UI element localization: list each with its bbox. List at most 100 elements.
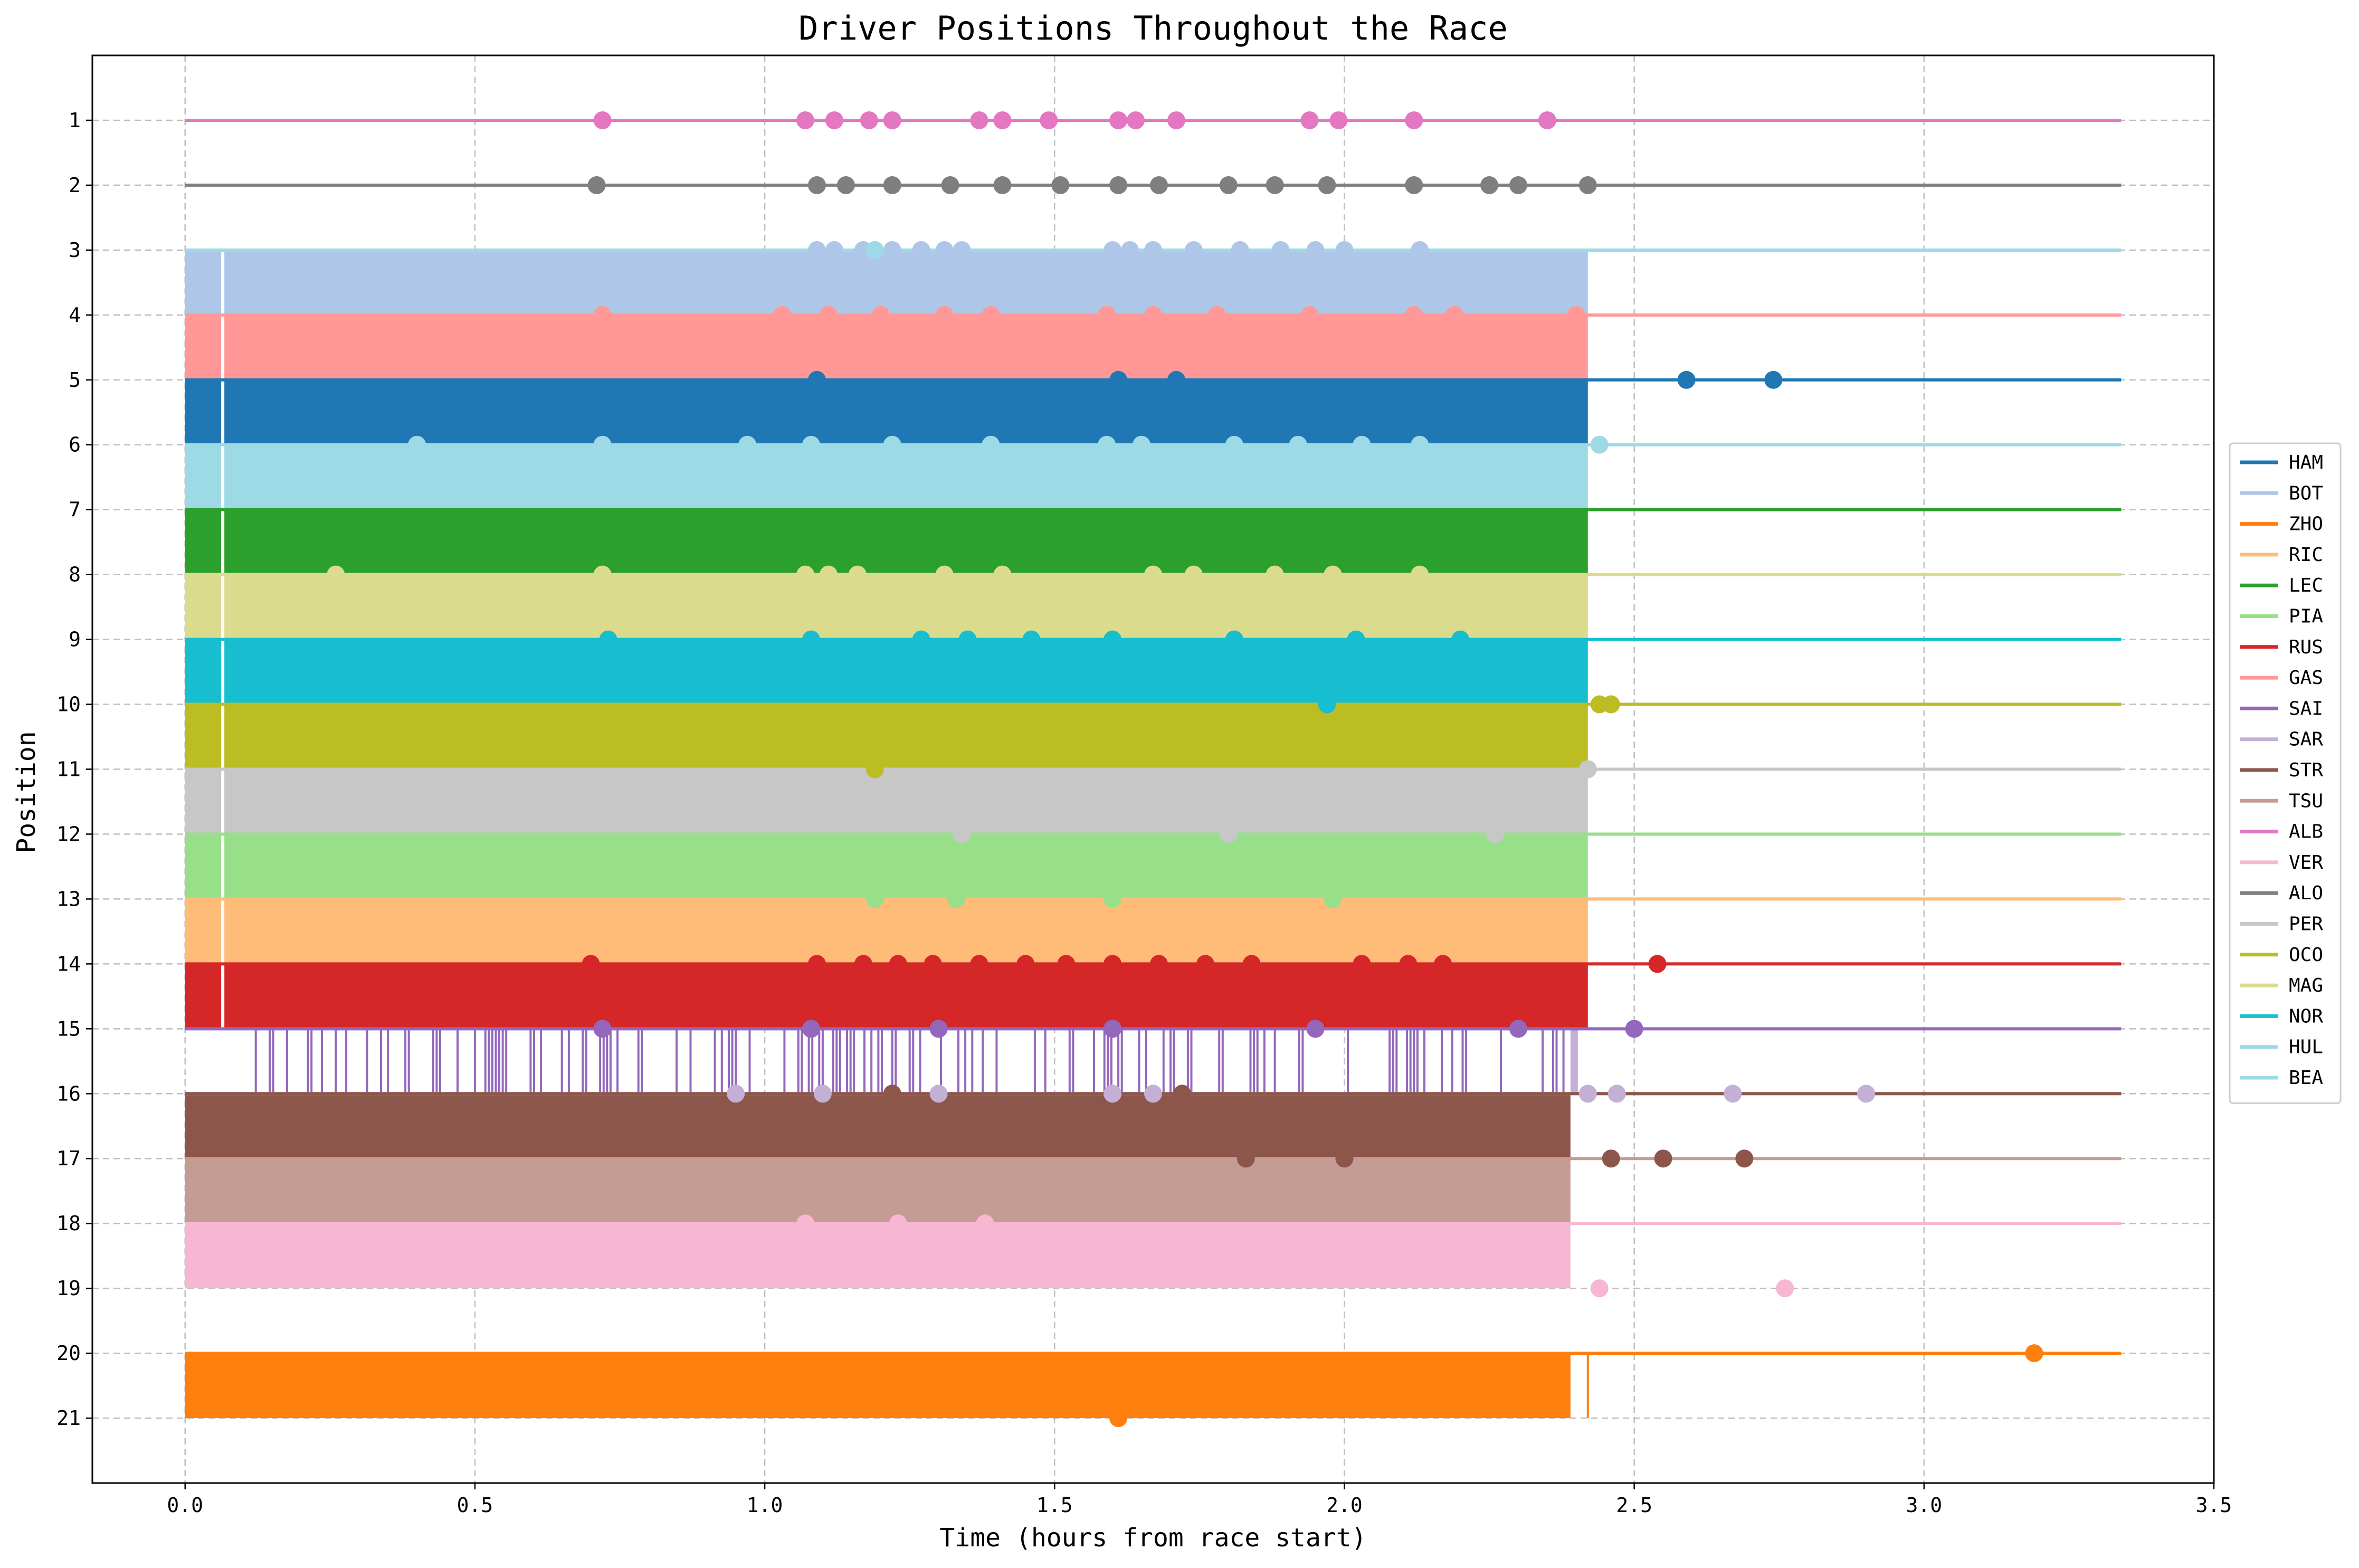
- marker-ver: [796, 1214, 814, 1233]
- marker-alo: [1578, 176, 1597, 194]
- x-tick-label: 1.5: [1036, 1494, 1073, 1517]
- marker-alo: [941, 176, 959, 194]
- marker-mag: [1144, 565, 1162, 584]
- marker-gas: [1300, 306, 1319, 324]
- marker-bot: [935, 241, 954, 259]
- marker-sai: [1509, 1020, 1527, 1038]
- legend-label: LEC: [2289, 575, 2323, 596]
- marker-gas: [1445, 306, 1464, 324]
- legend-label: STR: [2289, 759, 2323, 781]
- x-tick-label: 0.5: [457, 1494, 493, 1517]
- marker-nor: [802, 630, 820, 649]
- marker-alb: [1538, 111, 1556, 129]
- marker-mag: [993, 565, 1012, 584]
- x-axis-label: Time (hours from race start): [939, 1523, 1366, 1553]
- position-band-tsu: [185, 1158, 1571, 1224]
- marker-gas: [773, 306, 792, 324]
- marker-hul: [883, 435, 901, 454]
- marker-sar: [1724, 1085, 1742, 1103]
- marker-alo: [1219, 176, 1238, 194]
- marker-hul: [1133, 435, 1151, 454]
- marker-rus: [1196, 955, 1214, 973]
- marker-bot: [1184, 241, 1203, 259]
- legend-label: VER: [2289, 852, 2323, 873]
- marker-bot: [1121, 241, 1139, 259]
- marker-hul: [1353, 435, 1371, 454]
- marker-bea: [865, 241, 884, 259]
- marker-bot: [1335, 241, 1354, 259]
- marker-ver: [1776, 1279, 1794, 1298]
- legend-label: ZHO: [2289, 514, 2323, 535]
- marker-rus: [1648, 955, 1667, 973]
- marker-nor: [1318, 695, 1336, 714]
- position-band-hul: [185, 444, 1588, 510]
- marker-ham: [807, 370, 826, 389]
- marker-alb: [1167, 111, 1185, 129]
- series-markers: [327, 111, 2043, 1428]
- marker-mag: [796, 565, 814, 584]
- marker-alo: [1109, 176, 1128, 194]
- marker-ham: [1764, 370, 1783, 389]
- marker-nor: [1225, 630, 1243, 649]
- y-tick-label: 11: [56, 758, 81, 781]
- legend-label: SAI: [2289, 698, 2323, 719]
- marker-hul: [593, 435, 612, 454]
- marker-hul: [408, 435, 426, 454]
- oscillation-sai: [254, 1029, 1575, 1094]
- legend-label: HUL: [2289, 1037, 2323, 1058]
- oscillation-sar: [1570, 1029, 1578, 1094]
- position-band-ver: [185, 1223, 1571, 1289]
- legend-label: RUS: [2289, 636, 2323, 658]
- marker-hul: [1289, 435, 1307, 454]
- y-tick-label: 8: [69, 563, 81, 586]
- marker-sai: [593, 1020, 612, 1038]
- marker-rus: [1399, 955, 1418, 973]
- marker-mag: [1184, 565, 1203, 584]
- marker-hul: [802, 435, 820, 454]
- x-tick-label: 3.0: [1906, 1494, 1942, 1517]
- y-tick-label: 16: [56, 1082, 81, 1105]
- y-axis-label: Position: [12, 731, 41, 853]
- marker-str: [883, 1085, 901, 1103]
- marker-mag: [593, 565, 612, 584]
- marker-per: [953, 825, 971, 843]
- marker-alb: [1109, 111, 1128, 129]
- position-band-lec: [185, 509, 1588, 575]
- marker-rus: [970, 955, 988, 973]
- marker-gas: [1567, 306, 1585, 324]
- marker-alb: [1040, 111, 1058, 129]
- marker-rus: [1016, 955, 1035, 973]
- marker-bot: [1231, 241, 1249, 259]
- marker-gas: [1098, 306, 1116, 324]
- marker-pia: [947, 890, 965, 908]
- oscillation-zho: [230, 1353, 1589, 1418]
- y-tick-label: 13: [56, 887, 81, 910]
- marker-sar: [1104, 1085, 1122, 1103]
- marker-per: [1219, 825, 1238, 843]
- marker-bot: [1306, 241, 1325, 259]
- marker-alb: [993, 111, 1012, 129]
- marker-sar: [1578, 1085, 1597, 1103]
- marker-ham: [1167, 370, 1185, 389]
- x-tick-label: 1.0: [747, 1494, 783, 1517]
- marker-mag: [935, 565, 954, 584]
- y-tick-label: 10: [56, 693, 81, 716]
- marker-hul: [982, 435, 1000, 454]
- marker-rus: [889, 955, 907, 973]
- y-tick-label: 14: [56, 952, 81, 975]
- legend-label: RIC: [2289, 544, 2323, 566]
- marker-alo: [1405, 176, 1423, 194]
- marker-mag: [1324, 565, 1342, 584]
- marker-rus: [854, 955, 872, 973]
- marker-alo: [1480, 176, 1499, 194]
- legend-label: BEA: [2289, 1067, 2323, 1089]
- marker-nor: [599, 630, 617, 649]
- y-tick-label: 5: [69, 368, 81, 392]
- marker-sar: [727, 1085, 745, 1103]
- legend-label: NOR: [2289, 1005, 2323, 1027]
- marker-rus: [1104, 955, 1122, 973]
- marker-gas: [819, 306, 838, 324]
- marker-zho: [2025, 1344, 2043, 1363]
- y-tick-label: 21: [56, 1407, 81, 1430]
- marker-sai: [802, 1020, 820, 1038]
